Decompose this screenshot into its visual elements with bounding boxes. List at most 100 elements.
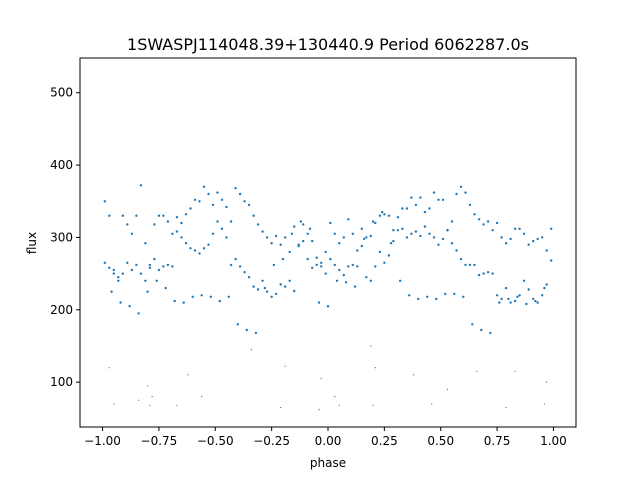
data-point [335,279,339,282]
data-point [290,232,294,235]
data-point [175,216,179,219]
data-point [284,365,286,367]
data-point [507,297,510,301]
data-point [408,294,411,297]
data-point [342,236,345,239]
data-point [426,295,429,298]
data-point [414,230,418,233]
data-point [380,210,384,214]
data-point [491,229,494,232]
y-tick-label: 400 [50,158,73,172]
data-point [144,242,147,245]
data-point [182,301,185,304]
data-point [401,227,404,230]
data-point [284,236,287,239]
data-point [148,266,152,269]
data-point [476,370,478,372]
data-point [302,223,305,226]
data-point [477,218,481,221]
data-point [441,237,445,241]
data-point [342,273,345,277]
data-point [238,265,242,268]
data-point [108,367,110,369]
data-point [378,250,382,254]
data-point [207,243,210,246]
data-point [419,234,422,238]
data-point [162,265,165,268]
data-point [126,223,129,226]
data-point [110,290,113,293]
data-point [229,263,233,267]
data-point [333,263,336,267]
data-point [369,234,372,238]
data-point [137,312,140,315]
data-point [387,214,391,217]
data-point [139,184,143,187]
data-point [468,203,472,207]
data-point [193,249,197,252]
data-point [491,272,494,275]
data-point [216,191,219,194]
data-point [135,214,138,217]
data-point [166,263,170,267]
data-point [198,252,201,255]
data-point [334,396,336,398]
data-point [311,266,314,269]
data-point [437,198,440,201]
data-point [293,225,296,228]
data-point [432,236,436,239]
data-point [234,187,237,190]
x-tick-label: 0.75 [484,434,511,448]
data-point [299,220,303,223]
data-point [121,272,125,275]
data-point [176,404,178,406]
data-point [383,213,386,216]
data-point [117,279,120,282]
data-point [333,232,336,235]
x-tick-label: 0.50 [427,434,454,448]
data-point [113,403,115,405]
x-tick-label: −1.00 [84,434,121,448]
data-point [297,244,300,248]
data-point [173,299,176,303]
data-point [112,268,116,272]
data-point [356,265,359,268]
data-point [370,345,372,347]
data-point [405,207,409,210]
data-point [473,263,476,267]
data-point [148,263,152,267]
data-point [453,292,456,296]
data-point [536,301,539,304]
data-point [462,295,465,298]
data-point [509,237,512,241]
data-point [139,272,143,275]
data-point [112,272,116,275]
data-point [431,403,433,405]
data-point [284,285,287,288]
data-point [261,230,264,233]
data-point [509,301,512,304]
data-point [522,279,526,282]
data-point [320,377,322,380]
data-point [398,279,402,282]
data-point [130,268,134,272]
data-point [527,288,530,291]
data-point [202,185,206,188]
data-point [525,302,528,306]
data-point [329,221,332,225]
data-point [387,254,391,257]
data-point [371,220,375,223]
data-point [256,223,260,226]
chart-title: 1SWASPJ114048.39+130440.9 Period 6062287… [127,35,529,54]
data-point [423,210,427,214]
data-point [117,276,120,279]
data-point [220,227,224,230]
data-point [446,229,449,232]
data-point [209,295,212,298]
data-point [252,285,255,288]
data-point [505,406,507,409]
data-point [516,295,519,298]
x-tick-label: −0.50 [197,434,234,448]
data-point [347,218,350,221]
data-point [541,294,544,297]
